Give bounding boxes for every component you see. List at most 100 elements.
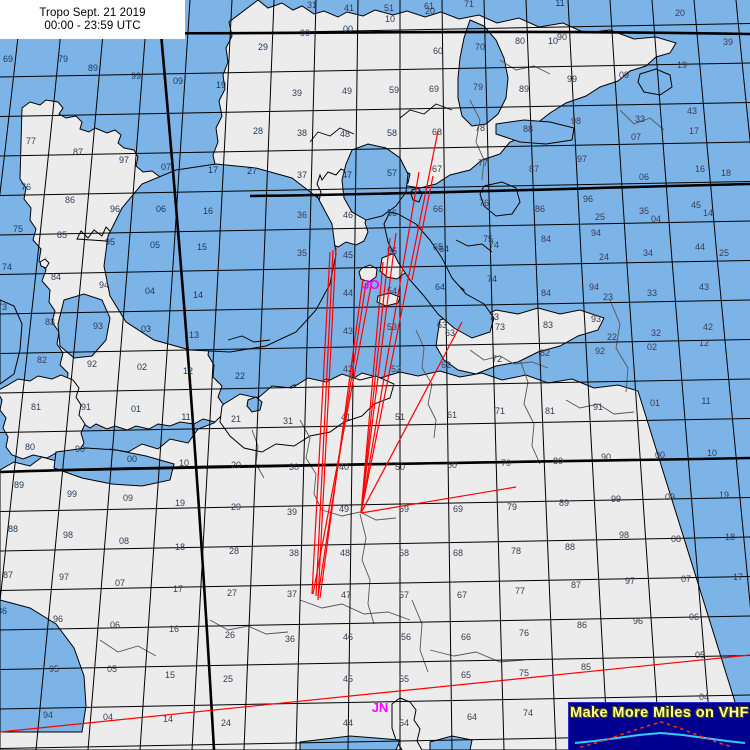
grid-square-label: 36 [285,634,295,644]
grid-square-label: 60 [433,46,443,56]
grid-square-label: 86 [535,204,545,214]
grid-square-label: 72 [492,354,502,364]
sea-biscay [0,599,87,733]
grid-square-label: 16 [695,164,705,174]
grid-square-label: 97 [119,155,129,165]
grid-square-label: 57 [399,590,409,600]
grid-square-label: 89 [14,480,24,490]
grid-square-label: 03 [141,324,151,334]
grid-square-label: 25 [595,212,605,222]
sea-baltic [383,211,495,339]
grid-square-label: 07 [681,574,691,584]
logo-dotted-arc [580,721,734,748]
grid-square-label: 56 [387,208,397,218]
grid-square-label: 46 [343,632,353,642]
grid-square-label: 04 [103,712,113,722]
grid-square-label: 61 [424,1,434,11]
grid-square-label: 14 [703,208,713,218]
grid-meridian [87,0,149,750]
propagation-path [315,249,334,597]
land-funen [358,264,378,283]
logo-graphic [574,721,746,748]
grid-meridian [483,0,505,750]
grid-square-label: 30 [289,462,299,472]
grid-square-label: 74 [523,708,533,718]
grid-square-label: 84 [541,288,551,298]
grid-square-label: 74 [2,262,12,272]
grid-square-label: 07 [161,162,171,172]
grid-square-label: 80 [515,36,525,46]
grid-square-label: 01 [650,398,660,408]
grid-square-label: 87 [73,147,83,157]
grid-square-label: 10 [385,14,395,24]
grid-square-label: 95 [105,237,115,247]
grid-square-label: 77 [478,158,488,168]
coastline-detail [227,103,493,343]
propagation-path [360,321,463,514]
grid-square-label: 47 [341,590,351,600]
grid-square-label: 21 [231,414,241,424]
grid-square-label: 28 [229,546,239,556]
grid-square-label: 36 [297,210,307,220]
grid-square-label: 46 [343,210,353,220]
grid-square-label: 67 [457,590,467,600]
grid-square-label: 68 [453,548,463,558]
sea-mediterranean [299,735,401,750]
political-borders [99,59,665,673]
grid-square-label: 50 [395,462,405,472]
grid-square-label: 39 [723,37,733,47]
grid-square-label: 79 [507,502,517,512]
grid-square-label: 69 [429,84,439,94]
grid-square-label: 43 [687,106,697,116]
grid-square-label: 92 [595,346,605,356]
grid-square-label: 70 [501,458,511,468]
grid-square-label: 85 [57,230,67,240]
grid-square-label: 51 [395,412,405,422]
grid-square-label: 49 [342,86,352,96]
propagation-path [0,654,750,733]
grid-square-labels: 69 79 89 99 09 19 31 41 51 61 71 20 10 00 90 11 10 20 39 77… [0,0,743,728]
grid-square-label: 38 [289,548,299,558]
grid-square-label: 27 [227,588,237,598]
grid-square-label: 27 [247,166,257,176]
grid-square-label: 64 [467,712,477,722]
grid-square-label: 83 [45,317,55,327]
grid-square-label: 90 [300,28,310,38]
grid-square-label: 00 [127,454,137,464]
grid-square-label: 18 [175,542,185,552]
grid-square-label: 10 [548,36,558,46]
grid-square-label: 00 [343,24,353,34]
grid-square-label: 71 [495,406,505,416]
grid-square-label: 75 [13,224,23,234]
grid-square-label: 70 [475,42,485,52]
grid-square-label: 96 [53,614,63,624]
grid-square-label: 19 [677,60,687,70]
grid-square-label: 44 [343,288,353,298]
grid-square-label: 64 [435,282,445,292]
grid-square-label: 02 [647,342,657,352]
grid-square-label: 89 [88,63,98,73]
grid-square-label: 91 [81,402,91,412]
grid-meridian [735,0,750,145]
lake-ladoga [637,68,673,96]
grid-square-label: 06 [156,204,166,214]
sea-gulf-finland [495,119,575,145]
grid-meridian [139,0,191,750]
grid-square-label: 49 [339,504,349,514]
grid-square-label: 48 [340,129,350,139]
vhf-logo: Make More Miles on VHF [568,702,750,750]
grid-square-label: 33 [635,114,645,124]
grid-square-label: 53 [387,322,397,332]
field-labels: JO JN [362,277,388,715]
grid-square-label: 62 [441,360,451,370]
grid-square-label: 20 [425,6,435,16]
grid-square-label: 00 [655,450,665,460]
grid-square-label: 44 [343,718,353,728]
propagation-path [411,175,434,281]
grid-meridian [567,0,609,750]
grid-square-label: 05 [150,240,160,250]
field-label-jn: JN [372,700,389,715]
grid-square-label: 11 [555,0,564,8]
